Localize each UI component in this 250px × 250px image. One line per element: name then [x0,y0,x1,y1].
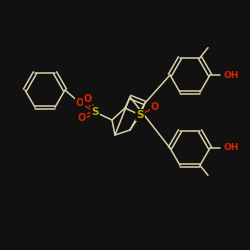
Text: O: O [78,113,86,123]
Text: OH: OH [224,70,240,80]
Text: S: S [136,110,144,120]
Text: OH: OH [224,144,240,152]
Text: O: O [84,94,92,104]
Text: S: S [91,107,99,117]
Text: O: O [76,98,84,108]
Text: O: O [151,102,159,112]
